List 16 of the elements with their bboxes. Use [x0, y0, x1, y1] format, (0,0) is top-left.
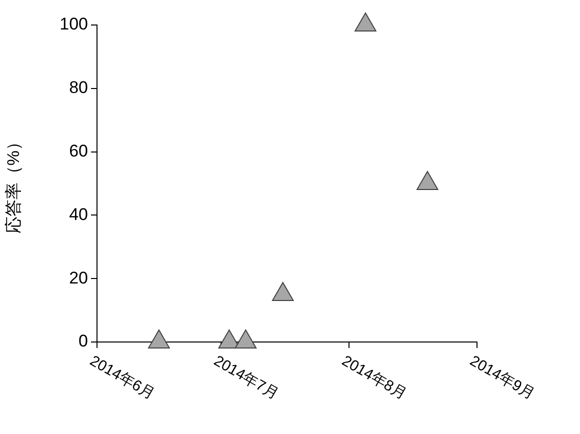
y-tick-label: 20 [69, 268, 88, 288]
point [354, 12, 376, 32]
y-tick-label: 0 [78, 332, 88, 351]
y-axis-title: 応答率（%） [4, 133, 23, 234]
y-tick-label: 40 [69, 204, 88, 224]
x-tick-label: 2014年9月 [466, 352, 538, 403]
x-tick-label: 2014年7月 [210, 352, 282, 403]
point [272, 282, 294, 301]
x-tick-label: 2014年8月 [338, 352, 410, 403]
x-tick-label: 2014年6月 [86, 352, 158, 403]
point [148, 330, 170, 348]
y-tick-label: 60 [69, 141, 88, 160]
point [416, 171, 438, 190]
point [234, 330, 257, 348]
y-tick-label: 100 [60, 14, 88, 34]
y-tick-label: 80 [69, 78, 88, 98]
